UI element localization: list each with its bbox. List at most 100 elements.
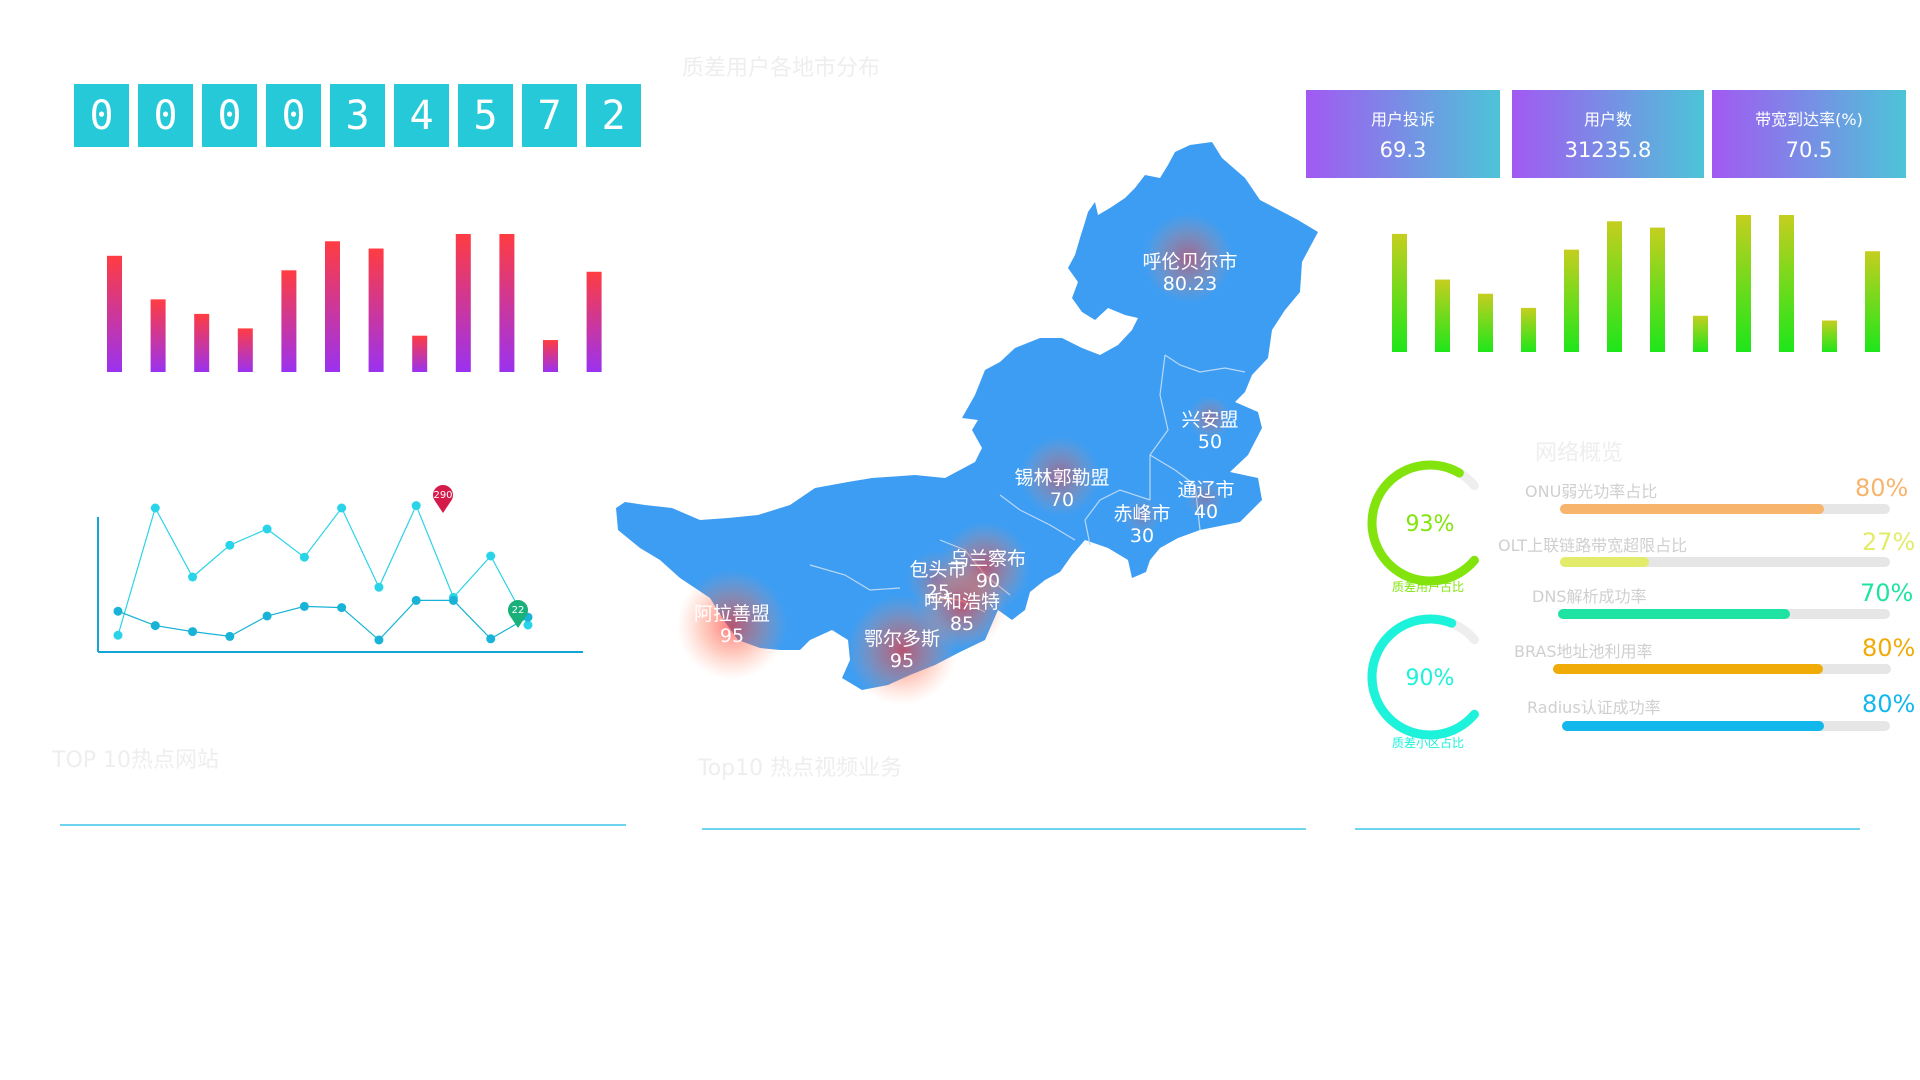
kpi-label: 用户数 (1583, 110, 1632, 129)
map-value-tongliao: 40 (1194, 501, 1218, 523)
bar (1693, 315, 1708, 352)
overview-percent: 70% (1860, 579, 1914, 607)
map-value-xinganmeng: 50 (1198, 431, 1222, 453)
map-value-hulunbuir: 80.23 (1163, 273, 1217, 295)
bar (586, 271, 602, 372)
kpi-card-users[interactable]: 用户数 31235.8 (1512, 90, 1704, 178)
bar (150, 299, 166, 372)
overview-bar (1560, 504, 1890, 514)
data-point (374, 635, 384, 645)
bar (1865, 251, 1880, 352)
value-marker: 290 (433, 485, 453, 513)
map-label-ordos: 鄂尔多斯 (864, 628, 940, 650)
map-label-baotou: 包头市 (909, 559, 966, 581)
bar (1650, 227, 1665, 352)
marker-label: 22 (512, 605, 525, 616)
bar (1607, 221, 1622, 352)
overview-label: BRAS地址池利用率 (1514, 642, 1653, 661)
bar (499, 234, 515, 372)
counter-digit: 0 (74, 84, 129, 147)
bar (325, 241, 340, 372)
overview-bar-fill (1560, 504, 1824, 514)
divider-line (702, 828, 1306, 830)
map-label-tongliao: 通辽市 (1177, 479, 1234, 501)
ring-gauge-cells: 90% (1367, 614, 1479, 740)
marker-label: 290 (433, 490, 452, 501)
overview-bar (1553, 664, 1891, 674)
bar (1736, 215, 1751, 352)
data-point (411, 595, 421, 605)
data-point (113, 606, 123, 616)
bar (1435, 279, 1450, 352)
total-counter: 0 0 0 0 3 4 5 7 2 (74, 84, 650, 147)
data-point (337, 603, 347, 613)
map-label-alxa: 阿拉善盟 (694, 603, 770, 625)
value-marker: 22 (508, 600, 528, 628)
map-value-chifeng: 30 (1130, 525, 1154, 547)
overview-bar-fill (1558, 609, 1791, 619)
series-line (117, 504, 529, 636)
bar (194, 313, 210, 372)
map-label-chifeng: 赤峰市 (1113, 503, 1170, 525)
data-point (337, 503, 347, 513)
map-shape (616, 142, 1318, 690)
overview-percent: 80% (1855, 474, 1909, 502)
data-point (299, 601, 309, 611)
data-point (150, 503, 160, 513)
bar (107, 255, 122, 372)
series-line (117, 599, 529, 641)
map-title: 质差用户各地市分布 (682, 56, 881, 81)
bar (1564, 249, 1579, 352)
kpi-label: 带宽到达率(%) (1755, 110, 1863, 129)
overview-label: DNS解析成功率 (1532, 587, 1647, 606)
overview-label: Radius认证成功率 (1527, 698, 1661, 717)
ring-gauge-users: 93% (1367, 460, 1479, 586)
counter-digit: 5 (458, 84, 513, 147)
top-sites-title: TOP 10热点网站 (52, 748, 220, 773)
bar (1521, 307, 1536, 352)
bar (1478, 293, 1493, 352)
overview-percent: 80% (1862, 634, 1916, 662)
data-point (299, 552, 309, 562)
ring-fill (1367, 614, 1479, 740)
bar (412, 335, 428, 372)
divider-line (1355, 828, 1860, 830)
data-point (188, 572, 198, 582)
data-point (262, 611, 272, 621)
overview-bar-fill (1553, 664, 1824, 674)
data-point (150, 621, 160, 631)
data-point (448, 595, 458, 605)
overview-label: ONU弱光功率占比 (1525, 482, 1658, 501)
right-bar-chart (1392, 215, 1880, 352)
data-point (411, 501, 421, 511)
counter-digit: 3 (330, 84, 385, 147)
overview-percent: 80% (1862, 690, 1916, 718)
kpi-card-complaints[interactable]: 用户投诉 69.3 (1306, 90, 1500, 178)
kpi-card-bandwidth[interactable]: 带宽到达率(%) 70.5 (1712, 90, 1906, 178)
data-point (225, 540, 235, 550)
ring-value: 90% (1406, 666, 1455, 691)
top-video-title: Top10 热点视频业务 (698, 756, 903, 781)
divider-line (60, 824, 626, 826)
line-chart: 290 22 (97, 485, 583, 653)
region-map: 呼伦贝尔市 80.23 兴安盟 50 锡林郭勒盟 70 通辽市 40 赤峰市 3… (616, 142, 1318, 705)
map-label-hohhot: 呼和浩特 (924, 591, 1000, 613)
counter-digit: 2 (586, 84, 641, 147)
ring-value: 93% (1406, 512, 1455, 537)
data-point (262, 524, 272, 534)
bar (543, 340, 558, 372)
ring-gauge-users-title: 质差用户占比 (1392, 580, 1465, 594)
map-value-hohhot: 85 (950, 613, 974, 635)
ring-gauge-cells-title: 质差小区占比 (1392, 736, 1465, 750)
bar (1392, 233, 1407, 352)
counter-digit: 0 (266, 84, 321, 147)
overview-label: OLT上联链路带宽超限占比 (1498, 536, 1688, 555)
data-point (486, 551, 496, 561)
map-value-ordos: 95 (890, 650, 914, 672)
bar (455, 234, 471, 372)
map-label-xinganmeng: 兴安盟 (1181, 409, 1238, 431)
data-point (486, 634, 496, 644)
counter-digit: 0 (202, 84, 257, 147)
overview-bar (1562, 721, 1890, 731)
overview-bar (1558, 609, 1890, 619)
